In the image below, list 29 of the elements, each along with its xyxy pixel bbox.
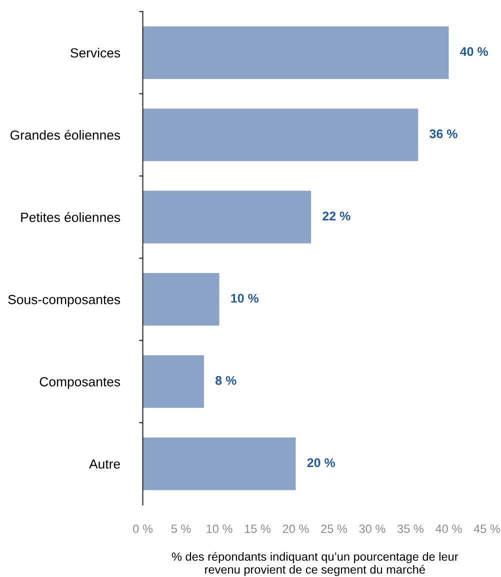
x-tick-label: 0 % [133, 524, 153, 533]
bar [142, 108, 418, 162]
y-tick-label: Services [70, 48, 120, 58]
y-tick-label: Petites éoliennes [21, 212, 120, 222]
data-label: 36 % [430, 129, 458, 138]
bar [142, 437, 296, 490]
x-axis-title: % des répondants indiquant qu’un pourcentage de leur revenu provient de ce segment du marché [172, 552, 458, 576]
x-tick-label: 20 % [282, 524, 309, 533]
data-label: 8 % [215, 376, 236, 385]
y-tick-label: Composantes [40, 377, 120, 390]
x-tick-label: 45 % [474, 524, 500, 533]
x-tick-label: 25 % [321, 524, 348, 533]
x-tick-label: 35 % [397, 524, 424, 533]
x-tick-label: 5 % [171, 524, 191, 533]
bar [142, 355, 204, 408]
bar [142, 273, 220, 326]
y-tick-label: Grandes éoliennes [10, 130, 120, 140]
data-label: 20 % [307, 458, 336, 468]
data-label: 22 % [322, 212, 350, 220]
x-tick-label: 15 % [244, 524, 271, 533]
data-label: 10 % [231, 294, 259, 303]
bar [142, 190, 312, 244]
y-tick-label: Autre [89, 459, 120, 469]
x-tick-label: 40 % [436, 524, 462, 533]
y-tick-label: Sous-composantes [8, 294, 120, 307]
data-label: 40 % [460, 47, 488, 56]
bar [142, 26, 449, 79]
x-tick-label: 10 % [206, 524, 232, 533]
x-tick-label: 30 % [359, 524, 386, 533]
